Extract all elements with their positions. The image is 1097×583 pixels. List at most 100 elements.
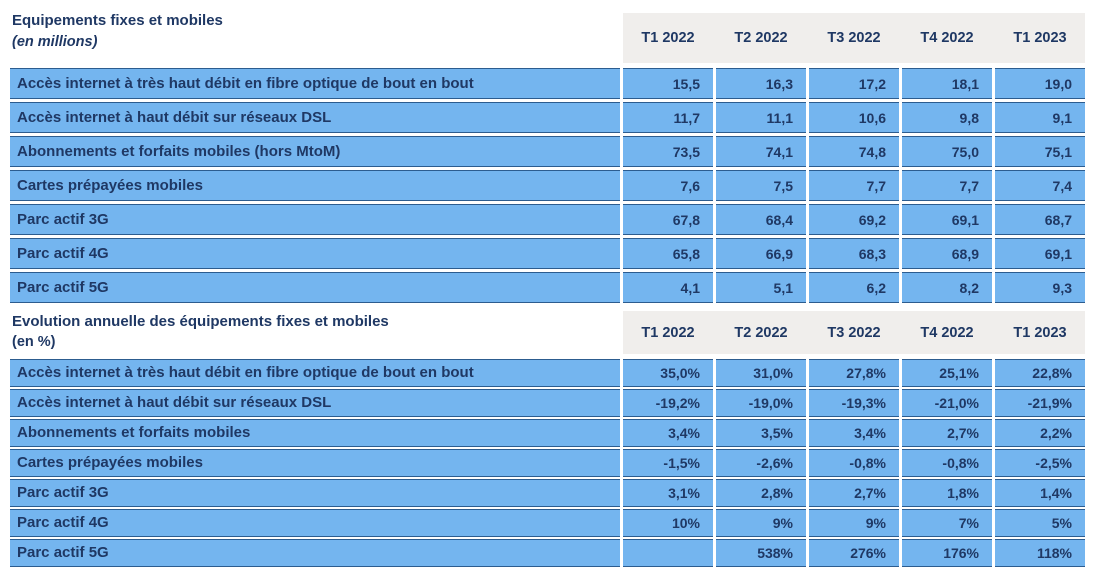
value-cell: 75,1 (995, 136, 1085, 167)
value-cell: -2,5% (995, 449, 1085, 477)
value-cell: 68,9 (902, 238, 992, 269)
value-cell: 5,1 (716, 272, 806, 303)
column-header: T2 2022 (734, 30, 788, 46)
value-cell: 3,4% (809, 419, 899, 447)
table-row: Accès internet à très haut débit en fibr… (10, 359, 1085, 387)
value-cell: 7,7 (809, 170, 899, 201)
table-row: Parc actif 4G 10% 9% 9% 7% 5% (10, 509, 1085, 537)
table-row: Accès internet à très haut débit en fibr… (10, 68, 1085, 99)
row-label: Cartes prépayées mobiles (10, 449, 620, 477)
value-cell: 11,1 (716, 102, 806, 133)
value-cell: 3,1% (623, 479, 713, 507)
column-headers: T1 2022 T2 2022 T3 2022 T4 2022 T1 2023 (623, 13, 1085, 63)
section-title: Equipements fixes et mobiles (12, 12, 223, 29)
section-unit-label: (en millions) (12, 33, 98, 50)
value-cell: -19,3% (809, 389, 899, 417)
value-cell (623, 539, 713, 567)
section-millions-rows: Accès internet à très haut débit en fibr… (10, 68, 1085, 303)
value-cell: 9% (716, 509, 806, 537)
value-cell: 2,8% (716, 479, 806, 507)
value-cell: 74,1 (716, 136, 806, 167)
value-cell: -0,8% (809, 449, 899, 477)
value-cell: 67,8 (623, 204, 713, 235)
value-cell: 7,4 (995, 170, 1085, 201)
value-cell: 538% (716, 539, 806, 567)
table-row: Accès internet à haut débit sur réseaux … (10, 389, 1085, 417)
column-header: T1 2023 (1013, 30, 1067, 46)
row-label: Parc actif 4G (10, 509, 620, 537)
value-cell: 8,2 (902, 272, 992, 303)
column-headers: T1 2022 T2 2022 T3 2022 T4 2022 T1 2023 (623, 311, 1085, 354)
row-label: Parc actif 5G (10, 272, 620, 303)
row-label: Parc actif 3G (10, 204, 620, 235)
table-row: Parc actif 4G 65,8 66,9 68,3 68,9 69,1 (10, 238, 1085, 269)
value-cell: 5% (995, 509, 1085, 537)
value-cell: 18,1 (902, 68, 992, 99)
section-millions-title-block: Equipements fixes et mobiles (en million… (10, 8, 620, 67)
row-label: Accès internet à très haut débit en fibr… (10, 68, 620, 99)
row-label: Abonnements et forfaits mobiles (hors Mt… (10, 136, 620, 167)
value-cell: 17,2 (809, 68, 899, 99)
value-cell: 69,1 (902, 204, 992, 235)
value-cell: 3,5% (716, 419, 806, 447)
value-cell: 69,2 (809, 204, 899, 235)
section-millions-header: Equipements fixes et mobiles (en million… (10, 8, 1085, 67)
row-label: Accès internet à haut débit sur réseaux … (10, 389, 620, 417)
value-cell: 7% (902, 509, 992, 537)
value-cell: 68,7 (995, 204, 1085, 235)
table-row: Cartes prépayées mobiles 7,6 7,5 7,7 7,7 7,4 (10, 170, 1085, 201)
value-cell: 4,1 (623, 272, 713, 303)
value-cell: -19,2% (623, 389, 713, 417)
value-cell: 27,8% (809, 359, 899, 387)
row-label: Parc actif 5G (10, 539, 620, 567)
row-label: Accès internet à très haut débit en fibr… (10, 359, 620, 387)
value-cell: 35,0% (623, 359, 713, 387)
table-row: Cartes prépayées mobiles -1,5% -2,6% -0,8% -… (10, 449, 1085, 477)
value-cell: 118% (995, 539, 1085, 567)
value-cell: 6,2 (809, 272, 899, 303)
value-cell: 10,6 (809, 102, 899, 133)
value-cell: 31,0% (716, 359, 806, 387)
value-cell: -21,9% (995, 389, 1085, 417)
value-cell: 1,8% (902, 479, 992, 507)
value-cell: 2,7% (809, 479, 899, 507)
section-evolution-header: Evolution annuelle des équipements fixes… (10, 306, 1085, 358)
column-header: T3 2022 (827, 30, 881, 46)
column-header: T2 2022 (734, 324, 788, 341)
value-cell: 19,0 (995, 68, 1085, 99)
column-header: T1 2022 (641, 324, 695, 341)
value-cell: 1,4% (995, 479, 1085, 507)
value-cell: 10% (623, 509, 713, 537)
value-cell: 22,8% (995, 359, 1085, 387)
section-title: Evolution annuelle des équipements fixes… (12, 312, 389, 330)
value-cell: 65,8 (623, 238, 713, 269)
table-row: Accès internet à haut débit sur réseaux … (10, 102, 1085, 133)
value-cell: 176% (902, 539, 992, 567)
value-cell: 7,6 (623, 170, 713, 201)
value-cell: 75,0 (902, 136, 992, 167)
value-cell: 74,8 (809, 136, 899, 167)
row-label: Parc actif 4G (10, 238, 620, 269)
value-cell: 7,5 (716, 170, 806, 201)
value-cell: 11,7 (623, 102, 713, 133)
table-row: Parc actif 3G 3,1% 2,8% 2,7% 1,8% 1,4% (10, 479, 1085, 507)
value-cell: 3,4% (623, 419, 713, 447)
column-header: T3 2022 (827, 324, 881, 341)
column-header: T1 2022 (641, 30, 695, 46)
value-cell: 9,8 (902, 102, 992, 133)
section-evolution-pct: Evolution annuelle des équipements fixes… (10, 306, 1085, 567)
value-cell: 16,3 (716, 68, 806, 99)
column-header: T4 2022 (920, 30, 974, 46)
value-cell: 25,1% (902, 359, 992, 387)
value-cell: -21,0% (902, 389, 992, 417)
table-row: Parc actif 5G 4,1 5,1 6,2 8,2 9,3 (10, 272, 1085, 303)
value-cell: 68,4 (716, 204, 806, 235)
row-label: Cartes prépayées mobiles (10, 170, 620, 201)
row-label: Abonnements et forfaits mobiles (10, 419, 620, 447)
value-cell: 2,2% (995, 419, 1085, 447)
section-millions: Equipements fixes et mobiles (en million… (10, 8, 1085, 303)
value-cell: 9,1 (995, 102, 1085, 133)
value-cell: 9,3 (995, 272, 1085, 303)
value-cell: 66,9 (716, 238, 806, 269)
